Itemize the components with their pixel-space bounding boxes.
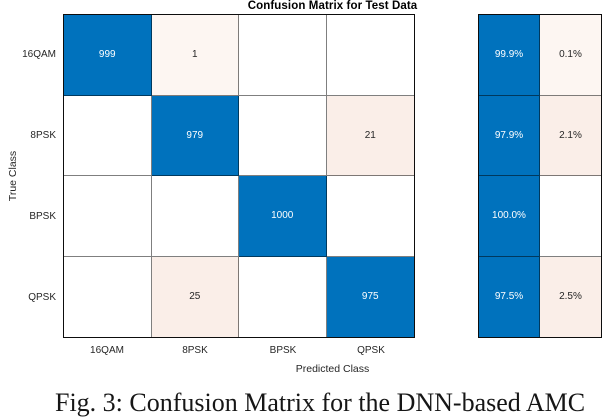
cell-QPSK-QPSK: 975 [326,256,414,337]
y-tick-16QAM: 16QAM [22,48,56,60]
norm-cell-correct-BPSK: 100.0% [479,176,540,257]
norm-cell-incorrect-BPSK [540,176,601,257]
cell-QPSK-16QAM [64,256,152,337]
x-tick-BPSK: BPSK [269,345,297,356]
cell-BPSK-16QAM [64,176,152,257]
norm-cell-incorrect-8PSK: 2.1% [540,95,601,176]
y-tick-8PSK: 8PSK [30,129,56,141]
cell-16QAM-QPSK [326,15,414,96]
confusion-matrix-grid: 999 1 979 21 1000 25 975 [63,14,415,338]
cell-16QAM-16QAM: 999 [64,15,152,96]
cell-8PSK-8PSK: 979 [151,95,239,176]
norm-cell-incorrect-QPSK: 2.5% [540,256,601,337]
figure-caption: Fig. 3: Confusion Matrix for the DNN-bas… [55,388,586,417]
norm-cell-correct-8PSK: 97.9% [479,95,540,176]
cell-8PSK-QPSK: 21 [326,95,414,176]
x-axis-label: Predicted Class [295,363,370,375]
y-tick-BPSK: BPSK [29,210,56,222]
y-axis-label: True Class [7,150,19,202]
cell-QPSK-BPSK [239,256,327,337]
cell-16QAM-BPSK [239,15,327,96]
row-normalization-panel: 99.9% 0.1% 97.9% 2.1% 100.0% 97.5% 2.5% [478,14,602,338]
cell-8PSK-BPSK [239,95,327,176]
cell-BPSK-BPSK: 1000 [239,176,327,257]
cell-16QAM-8PSK: 1 [151,15,239,96]
x-tick-QPSK: QPSK [357,345,385,356]
norm-cell-correct-16QAM: 99.9% [479,15,540,96]
norm-cell-correct-QPSK: 97.5% [479,256,540,337]
norm-cell-incorrect-16QAM: 0.1% [540,15,601,96]
x-tick-8PSK: 8PSK [182,345,208,356]
cell-8PSK-16QAM [64,95,152,176]
cell-QPSK-8PSK: 25 [151,256,239,337]
y-tick-QPSK: QPSK [28,291,56,303]
x-tick-16QAM: 16QAM [90,345,124,356]
chart-title: Confusion Matrix for Test Data [247,0,418,12]
cell-BPSK-QPSK [326,176,414,257]
cell-BPSK-8PSK [151,176,239,257]
